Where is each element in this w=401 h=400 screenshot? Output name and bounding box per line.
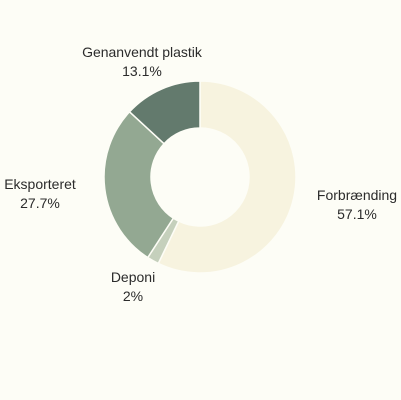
slice-value-label: 2% (123, 288, 143, 304)
slice-label: Eksporteret (4, 176, 76, 192)
slice-eksporteret (103, 110, 175, 259)
slice-label: Genanvendt plastik (82, 44, 203, 60)
labels-group: Forbrænding 57.1% Deponi 2% Eksporteret 27.7%… (4, 44, 397, 304)
slice-value-label: 13.1% (122, 63, 162, 79)
slice-value-label: 57.1% (337, 206, 377, 222)
slice-genanvendt-plastik (128, 80, 201, 145)
slice-label: Forbrænding (317, 187, 397, 203)
slices-group (103, 80, 297, 274)
slice-value-label: 27.7% (20, 195, 60, 211)
slice-label: Deponi (111, 269, 155, 285)
slice-forbrænding (157, 80, 297, 274)
